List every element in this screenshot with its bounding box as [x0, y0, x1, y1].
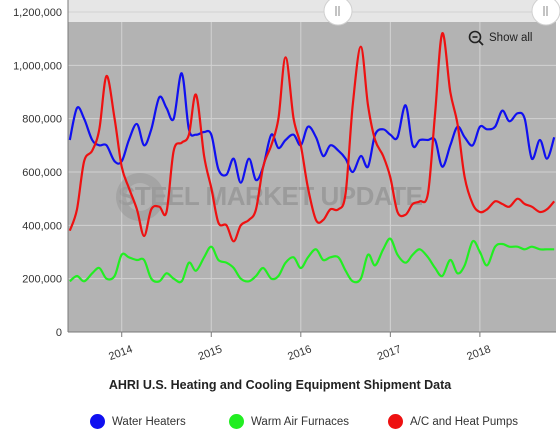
watermark-text: STEEL MARKET UPDATE	[118, 181, 423, 211]
y-tick-label: 0	[56, 327, 62, 339]
y-tick-label: 1,200,000	[13, 7, 62, 19]
legend-marker-red	[388, 414, 403, 429]
legend-marker-green	[229, 414, 244, 429]
legend-label: A/C and Heat Pumps	[410, 415, 519, 428]
y-tick-label: 400,000	[22, 220, 62, 232]
y-tick-label: 200,000	[22, 274, 62, 286]
x-tick-label: 2016	[286, 343, 313, 363]
legend-label: Water Heaters	[112, 415, 186, 428]
legend-marker-blue	[90, 414, 105, 429]
legend-item-ac-heat-pumps[interactable]: A/C and Heat Pumps	[388, 414, 518, 429]
x-tick-label: 2015	[197, 343, 224, 363]
x-tick-label: 2018	[465, 343, 492, 363]
y-tick-label: 600,000	[22, 167, 62, 179]
gridlines	[68, 11, 556, 333]
x-tick-label: 2014	[107, 343, 134, 363]
plot-area	[68, 0, 556, 332]
x-tick-label: 2017	[376, 343, 403, 363]
chart-svg: STEEL MARKET UPDATE 0 200,000 400,000 600,0…	[13, 0, 560, 363]
y-tick-label: 1,000,000	[13, 60, 62, 72]
legend-label: Warm Air Furnaces	[251, 415, 349, 428]
range-handle-left[interactable]	[323, 0, 353, 26]
legend-item-warm-air-furnaces[interactable]: Warm Air Furnaces	[229, 414, 349, 429]
y-tick-label: 800,000	[22, 114, 62, 126]
series-layer	[68, 32, 556, 284]
show-all-label: Show all	[489, 32, 533, 44]
legend-item-water-heaters[interactable]: Water Heaters	[90, 414, 186, 429]
series-line-0[interactable]	[68, 72, 556, 184]
series-line-2[interactable]	[68, 32, 556, 243]
show-all-button[interactable]: Show all	[468, 30, 532, 46]
range-handle-right[interactable]	[531, 0, 560, 26]
range-navigator-track[interactable]	[68, 0, 556, 22]
chart-title: AHRI U.S. Heating and Cooling Equipment …	[108, 378, 452, 392]
zoom-out-icon	[468, 30, 484, 46]
series-line-1[interactable]	[69, 237, 555, 284]
